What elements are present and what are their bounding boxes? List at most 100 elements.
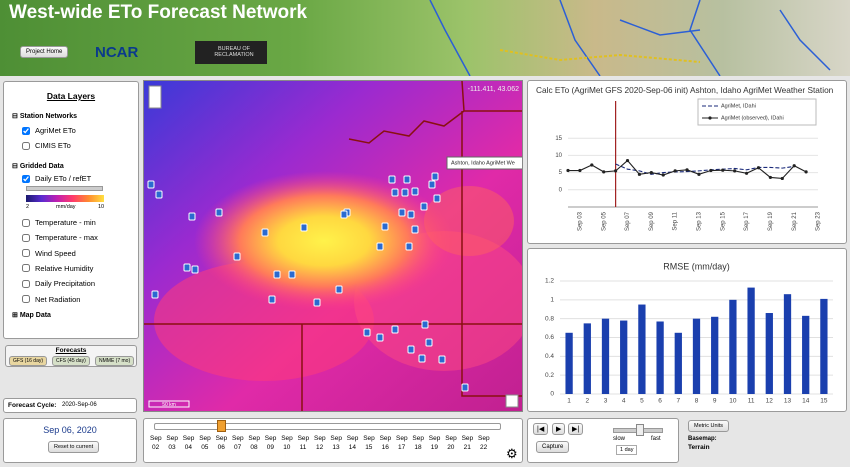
layer-checkbox[interactable] (22, 295, 30, 303)
timeline-day: 10 (283, 444, 291, 451)
timeline-month: Sep (314, 435, 326, 442)
current-date: Sep 06, 2020 (43, 425, 97, 435)
zoom-control[interactable] (148, 85, 162, 109)
project-home-button[interactable]: Project Home (20, 46, 69, 58)
series-marker (637, 172, 642, 176)
timeline-month: Sep (363, 435, 375, 442)
x-tick-label: 13 (784, 398, 792, 405)
time-slider[interactable] (154, 423, 501, 430)
time-slider-thumb[interactable] (217, 420, 226, 432)
layer-label: Daily ETo / refET (35, 174, 92, 183)
layer-checkbox[interactable] (22, 218, 30, 227)
timeline-month: Sep (150, 435, 162, 442)
legend-label: AgriMet (observed), IDahi (721, 115, 784, 121)
section-heading[interactable]: ⊟ Gridded Data (12, 162, 64, 171)
layer-checkbox[interactable] (22, 126, 30, 135)
timeline-month: Sep (297, 435, 310, 442)
y-tick-label: 0.6 (545, 334, 554, 341)
station-icon (461, 383, 469, 392)
tooltip-text: Ashton, Idaho AgriMet We (451, 160, 515, 166)
y-tick-label: 0.8 (545, 315, 554, 322)
bar (656, 321, 664, 394)
x-tick-label: Sep 19 (768, 211, 774, 231)
layer-item[interactable]: Temperature - min (22, 218, 96, 227)
layer-item[interactable]: CIMIS ETo (22, 141, 71, 150)
data-layers-panel: Data Layers ⊟ Station Networks ⊟ Gridded… (3, 81, 139, 339)
capture-button[interactable]: Capture (536, 441, 570, 453)
metric-units-button[interactable]: Metric Units (688, 420, 730, 432)
x-tick-label: Sep 09 (649, 211, 655, 231)
timeline-month: Sep (428, 435, 441, 442)
opacity-slider[interactable] (26, 186, 103, 191)
layer-item[interactable]: Temperature - max (22, 233, 98, 242)
layer-checkbox[interactable] (22, 141, 30, 150)
layer-checkbox[interactable] (22, 233, 30, 242)
slow-label: slow (613, 436, 626, 442)
section-heading[interactable]: ⊞ Map Data (12, 311, 51, 320)
legend-box (697, 98, 817, 126)
forecast-button[interactable]: GFS (16 day) (9, 356, 48, 366)
fullscreen-control[interactable] (505, 394, 519, 408)
station-icon (313, 298, 321, 307)
step-forward-button[interactable]: ▶| (568, 423, 584, 435)
eto-chart: Calc ETo (AgriMet GFS 2020-Sep-06 init) … (536, 85, 834, 231)
layer-checkbox[interactable] (22, 174, 30, 183)
timeline-day: 14 (348, 444, 357, 451)
bar (711, 316, 719, 394)
timeline-day: 15 (365, 444, 373, 451)
forecast-cycle-select[interactable]: 2020-Sep-06 (62, 402, 97, 408)
speed-thumb[interactable] (636, 424, 644, 436)
y-tick-label: 10 (555, 153, 562, 159)
play-button[interactable]: ▶ (552, 423, 566, 435)
station-icon (261, 228, 269, 237)
forecast-button[interactable]: NMME (7 mo) (95, 356, 135, 366)
forecast-button[interactable]: CFS (45 day) (52, 356, 90, 366)
station-icon (268, 295, 276, 304)
tooltip (446, 156, 522, 170)
layer-checkbox[interactable] (22, 279, 30, 288)
x-tick-label: 7 (676, 398, 680, 405)
timeline-day: 02 (152, 444, 160, 451)
station-icon (391, 325, 399, 334)
y-tick-label: 15 (555, 136, 562, 142)
layer-item[interactable]: Daily Precipitation (22, 279, 95, 288)
timeline-month: Sep (412, 435, 424, 442)
layer-item[interactable]: Daily ETo / refET (22, 174, 91, 183)
colorbar-min: 2 (26, 204, 30, 210)
timeline-day: 19 (430, 444, 439, 451)
series-marker (780, 176, 784, 181)
layer-item[interactable]: AgriMet ETo (22, 126, 76, 135)
station-icon (151, 290, 159, 299)
x-tick-label: Sep 11 (673, 211, 679, 230)
layer-label: Relative Humidity (35, 263, 94, 273)
series-marker (804, 170, 808, 174)
section-heading[interactable]: ⊟ Station Networks (12, 112, 77, 121)
timeline-month: Sep (461, 435, 474, 442)
layer-label: Daily Precipitation (35, 279, 96, 289)
layer-item[interactable]: Net Radiation (22, 295, 80, 304)
station-icon (425, 338, 433, 347)
series-marker (590, 163, 594, 167)
colorbar (26, 195, 104, 202)
scale-label: 50 km (162, 402, 176, 408)
layer-item[interactable]: Wind Speed (22, 249, 76, 258)
x-tick-label: 3 (604, 398, 608, 405)
step-back-button[interactable]: |◀ (533, 423, 549, 435)
scale-bar (148, 400, 190, 408)
timeline-month: Sep (215, 435, 228, 442)
reset-button[interactable]: Reset to current (48, 441, 100, 453)
layer-checkbox[interactable] (22, 264, 30, 273)
layer-item[interactable]: Relative Humidity (22, 264, 93, 273)
basemap-label: Basemap: (688, 436, 717, 442)
timeline-month: Sep (248, 435, 260, 442)
basemap-select[interactable]: Terrain (688, 444, 710, 451)
series-marker (602, 170, 606, 174)
settings-gear[interactable]: ⚙ (506, 446, 518, 461)
step-select[interactable]: 1 day (616, 445, 638, 455)
station-icon (403, 175, 411, 184)
timeline-day: 21 (463, 444, 471, 451)
layer-checkbox[interactable] (22, 249, 30, 258)
station-icon (420, 202, 428, 211)
date-panel: Sep 06, 2020 Reset to current (3, 418, 137, 463)
station-icon (188, 212, 196, 221)
